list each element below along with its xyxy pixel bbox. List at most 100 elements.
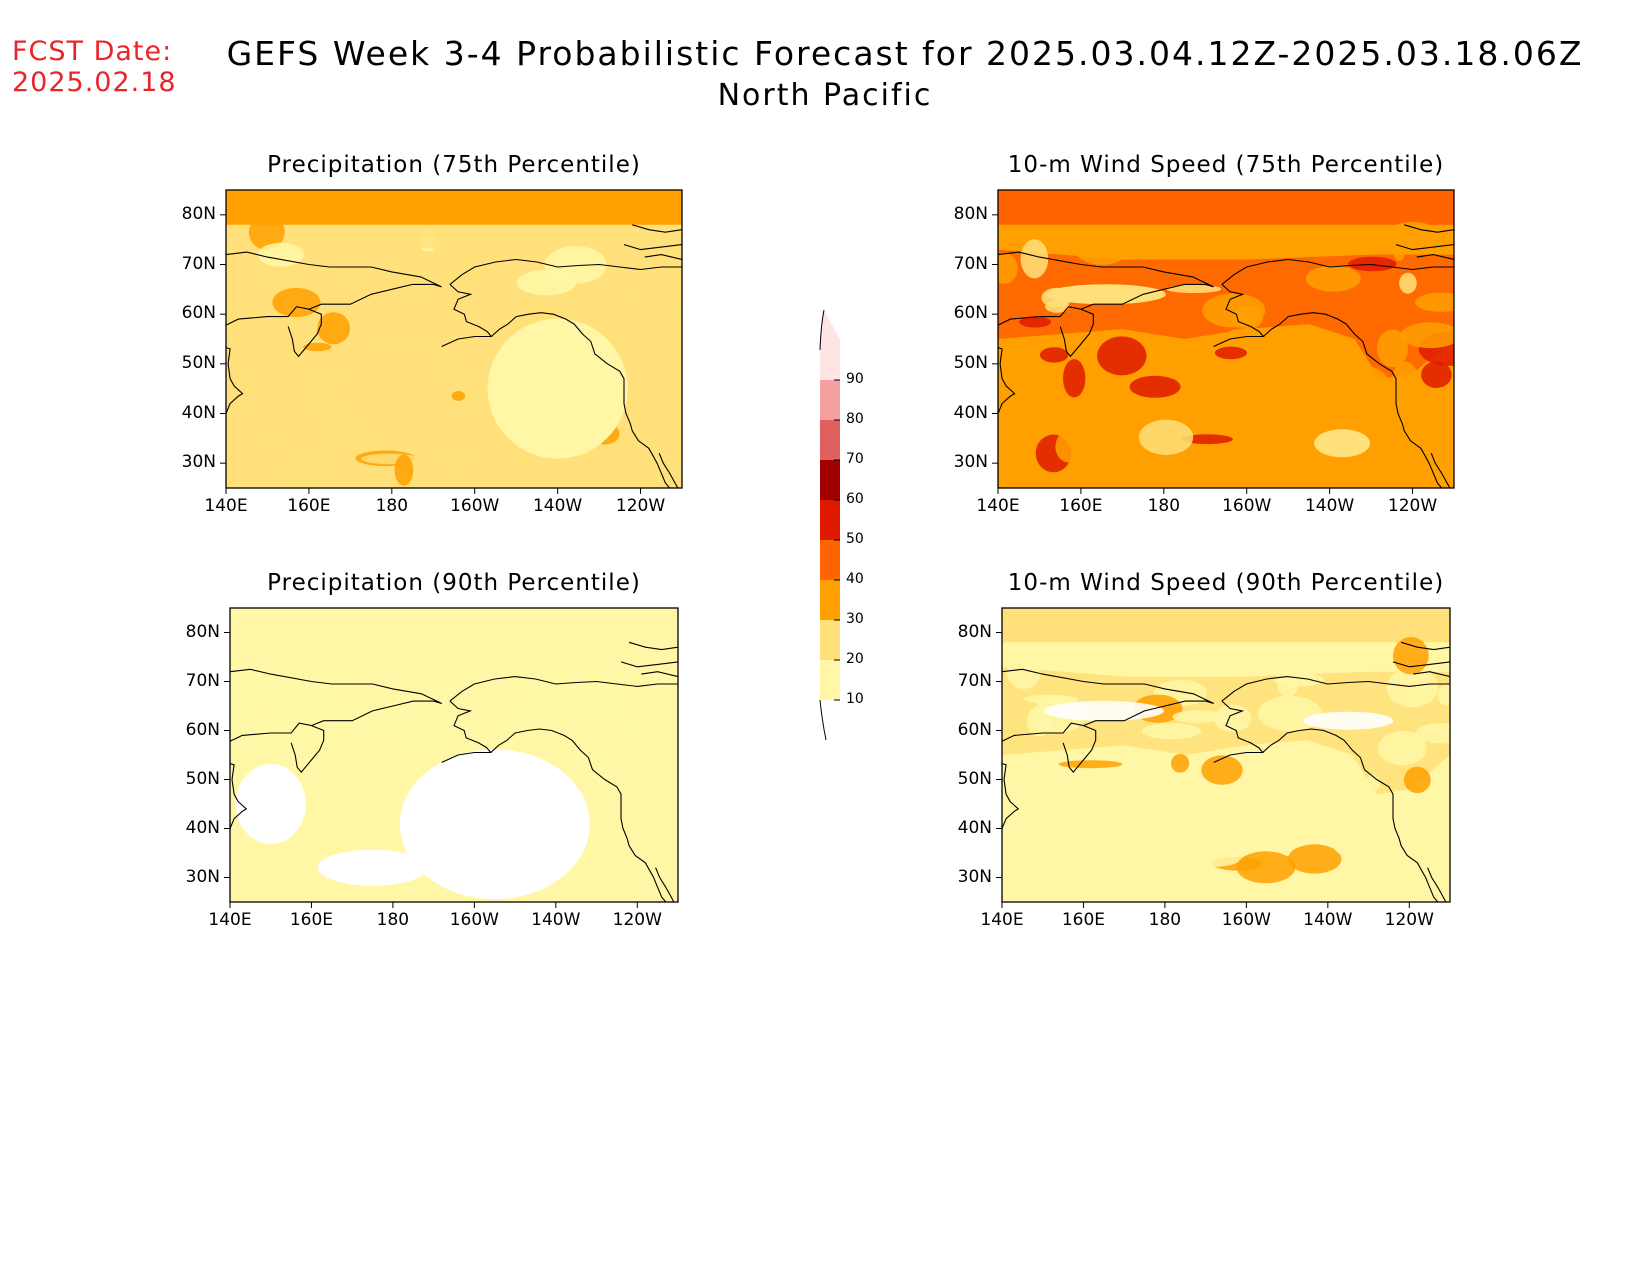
- field-patch: [1002, 771, 1026, 812]
- panel-title-precip-90: Precipitation (90th Percentile): [267, 570, 641, 596]
- map-precip-75: [220, 189, 683, 494]
- field-patch: [1145, 883, 1194, 900]
- forecast-date-value: 2025.02.18: [12, 67, 177, 98]
- probability-field: [998, 190, 1454, 488]
- colorbar-segment: [820, 580, 840, 620]
- coastline: [620, 661, 678, 668]
- field-patch: [1305, 265, 1361, 292]
- lon-tick-label: 160W: [1222, 496, 1272, 516]
- coastline: [1213, 283, 1265, 348]
- lon-tick-label: 160E: [1061, 910, 1106, 930]
- lat-tick-label: 30N: [185, 866, 220, 887]
- field-patch: [304, 389, 318, 417]
- coastline: [1395, 244, 1454, 251]
- field-patch: [998, 418, 1037, 440]
- field-patch: [1181, 434, 1233, 445]
- colorbar-segment: [820, 380, 840, 420]
- field-patch: [440, 330, 459, 347]
- field-patch: [516, 269, 577, 296]
- field-patch: [230, 840, 252, 871]
- lat-tick-label: 70N: [953, 253, 988, 274]
- field-patch: [1209, 383, 1266, 394]
- field-patch: [332, 278, 379, 290]
- lon-tick-label: 140E: [208, 910, 252, 930]
- lon-tick-label: 160W: [449, 910, 499, 930]
- region-subtitle: North Pacific: [717, 78, 933, 113]
- field-patch: [1138, 419, 1194, 455]
- panel-title-precip-75: Precipitation (75th Percentile): [267, 152, 641, 178]
- field-patch: [601, 848, 661, 866]
- field-patch: [1378, 730, 1427, 766]
- colorbar-tick-label: 50: [846, 531, 864, 547]
- colorbar-tick-label: 40: [846, 571, 864, 587]
- lat-tick-label: 60N: [953, 303, 988, 324]
- field-low-region: [317, 849, 428, 886]
- field-patch: [625, 677, 663, 709]
- lon-tick-label: 120W: [1384, 910, 1434, 930]
- field-patch: [317, 312, 350, 345]
- lon-tick-label: 160W: [1221, 910, 1271, 930]
- coastline: [287, 308, 322, 358]
- coastline: [449, 676, 678, 702]
- lat-tick-label: 30N: [957, 866, 992, 887]
- colorbar-tick-label: 20: [846, 651, 864, 667]
- lat-tick-label: 80N: [953, 203, 988, 224]
- field-patch: [1132, 665, 1153, 674]
- colorbar-segment: [820, 540, 840, 580]
- lon-tick-label: 160W: [450, 496, 500, 516]
- coastline: [1392, 661, 1450, 668]
- field-patch: [1333, 830, 1353, 855]
- lon-tick-label: 140E: [980, 910, 1024, 930]
- field-patch: [457, 683, 522, 699]
- colorbar-tick-label: 90: [846, 371, 864, 387]
- field-patch: [1377, 329, 1408, 368]
- field-patch: [368, 331, 428, 357]
- map-precip-90: [224, 607, 679, 908]
- field-patch: [1020, 239, 1049, 279]
- coastline: [1400, 641, 1450, 651]
- coastline: [1221, 258, 1454, 285]
- field-patch: [1201, 755, 1243, 785]
- field-patch: [1129, 375, 1181, 398]
- lon-tick-label: 180: [1147, 496, 1181, 516]
- field-patch: [242, 717, 294, 727]
- lat-tick-label: 50N: [953, 352, 988, 373]
- coastline: [441, 700, 492, 763]
- field-patch: [529, 727, 586, 747]
- map-frame: [229, 607, 679, 903]
- field-patch: [1073, 229, 1130, 265]
- field-patch: [1437, 684, 1450, 706]
- field-low-region: [1045, 284, 1166, 305]
- coastline: [1404, 224, 1454, 233]
- probability-field: [226, 190, 682, 488]
- field-patch: [1316, 791, 1340, 807]
- coastline: [1059, 308, 1094, 358]
- field-patch: [1308, 451, 1338, 473]
- colorbar-tick-label: 60: [846, 491, 864, 507]
- field-patch: [1365, 410, 1405, 427]
- colorbar-lower-arrow: [819, 699, 827, 741]
- lat-tick-label: 60N: [181, 303, 216, 324]
- lat-tick-label: 80N: [957, 621, 992, 642]
- field-patch: [465, 379, 486, 413]
- field-patch: [374, 735, 388, 756]
- field-patch: [1364, 774, 1380, 792]
- field-patch: [1333, 764, 1348, 794]
- field-patch: [1242, 399, 1278, 435]
- field-patch: [463, 669, 515, 679]
- probability-field: [230, 608, 678, 902]
- field-patch: [1047, 858, 1100, 891]
- lat-tick-label: 70N: [185, 670, 220, 691]
- field-patch: [231, 403, 269, 414]
- field-patch: [1141, 723, 1202, 740]
- forecast-date: FCST Date: 2025.02.18: [12, 36, 177, 98]
- coastline: [1427, 867, 1447, 902]
- field-patch: [1236, 851, 1296, 884]
- field-patch: [621, 288, 636, 309]
- lat-tick-label: 50N: [957, 768, 992, 789]
- field-patch: [1393, 361, 1418, 391]
- colorbar: [819, 309, 840, 741]
- field-patch: [1214, 346, 1247, 360]
- lon-tick-label: 140W: [532, 496, 583, 516]
- field-patch: [1178, 377, 1236, 388]
